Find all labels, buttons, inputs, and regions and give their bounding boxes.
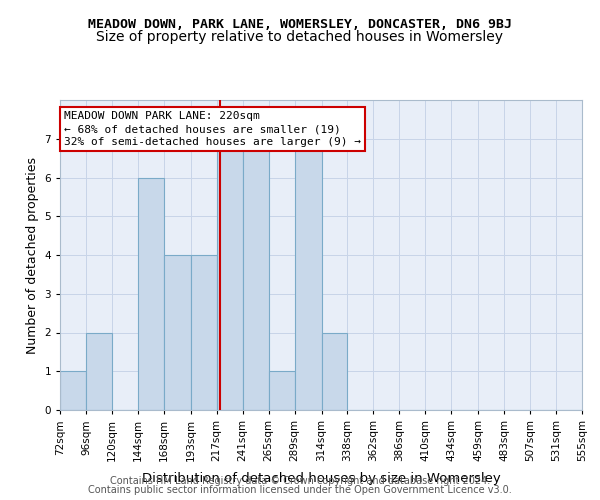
- Bar: [86, 332, 112, 410]
- Bar: [322, 332, 347, 410]
- Y-axis label: Number of detached properties: Number of detached properties: [26, 156, 39, 354]
- Bar: [164, 255, 191, 410]
- Bar: [295, 138, 322, 410]
- Text: Contains public sector information licensed under the Open Government Licence v3: Contains public sector information licen…: [88, 485, 512, 495]
- Text: MEADOW DOWN, PARK LANE, WOMERSLEY, DONCASTER, DN6 9BJ: MEADOW DOWN, PARK LANE, WOMERSLEY, DONCA…: [88, 18, 512, 30]
- X-axis label: Distribution of detached houses by size in Womersley: Distribution of detached houses by size …: [142, 472, 500, 486]
- Bar: [269, 371, 295, 410]
- Bar: [60, 371, 86, 410]
- Bar: [191, 255, 217, 410]
- Text: Size of property relative to detached houses in Womersley: Size of property relative to detached ho…: [97, 30, 503, 44]
- Bar: [242, 138, 269, 410]
- Bar: [138, 178, 164, 410]
- Text: Contains HM Land Registry data © Crown copyright and database right 2024.: Contains HM Land Registry data © Crown c…: [110, 476, 490, 486]
- Text: MEADOW DOWN PARK LANE: 220sqm
← 68% of detached houses are smaller (19)
32% of s: MEADOW DOWN PARK LANE: 220sqm ← 68% of d…: [64, 111, 361, 147]
- Bar: [217, 138, 242, 410]
